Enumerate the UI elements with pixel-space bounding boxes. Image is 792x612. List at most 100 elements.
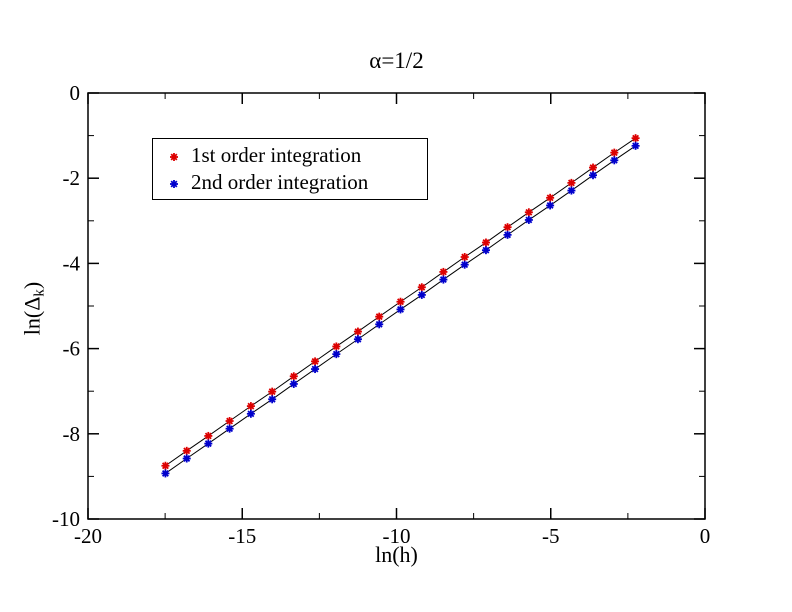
legend: 1st order integration 2nd order integrat… [152, 138, 428, 200]
asterisk-center [590, 173, 596, 178]
asterisk-center [171, 154, 177, 159]
asterisk-marker-icon [396, 305, 405, 314]
asterisk-marker-icon [439, 267, 448, 276]
asterisk-marker-icon [246, 409, 255, 418]
asterisk-center [612, 150, 617, 155]
asterisk-center [441, 269, 446, 275]
asterisk-center [355, 337, 361, 342]
asterisk-center [163, 471, 168, 476]
asterisk-marker-icon [353, 327, 362, 336]
asterisk-center [334, 344, 339, 349]
y-tick-label: 0 [70, 81, 81, 105]
asterisk-marker-icon [161, 175, 187, 191]
asterisk-center [569, 180, 574, 186]
asterisk-marker-icon [268, 387, 277, 396]
y-axis-label: ln(Δk) [20, 269, 49, 349]
asterisk-marker-icon [503, 230, 512, 239]
asterisk-marker-icon [610, 156, 619, 165]
asterisk-marker-icon [225, 424, 234, 433]
legend-item-first-order: 1st order integration [161, 145, 427, 166]
asterisk-marker-icon [481, 238, 490, 247]
asterisk-center [184, 456, 189, 461]
asterisk-marker-icon [332, 342, 341, 351]
asterisk-center [590, 165, 596, 170]
series-markers-2 [161, 141, 640, 478]
asterisk-marker-icon [161, 148, 187, 164]
y-tick-label: -8 [63, 422, 81, 446]
asterisk-marker-icon [460, 253, 469, 262]
asterisk-marker-icon [204, 431, 213, 440]
asterisk-marker-icon [524, 215, 533, 224]
asterisk-marker-icon [161, 461, 170, 470]
asterisk-center [441, 277, 446, 282]
legend-marker-svg [170, 152, 178, 161]
asterisk-center [291, 374, 296, 379]
asterisk-center [355, 329, 361, 334]
asterisk-center [398, 307, 403, 312]
asterisk-marker-icon [289, 372, 298, 381]
legend-item-second-order: 2nd order integration [161, 172, 427, 193]
x-tick-label: -10 [383, 524, 411, 548]
asterisk-marker-icon [170, 152, 178, 161]
asterisk-marker-icon [161, 469, 170, 478]
asterisk-marker-icon [524, 208, 533, 217]
asterisk-center [377, 314, 382, 319]
asterisk-center [633, 143, 638, 149]
y-tick-label: -10 [52, 507, 80, 531]
asterisk-center [526, 210, 532, 215]
asterisk-center [462, 262, 467, 267]
asterisk-center [462, 254, 467, 260]
legend-label: 1st order integration [191, 143, 362, 167]
asterisk-center [547, 195, 553, 200]
asterisk-marker-icon [268, 395, 277, 404]
asterisk-marker-icon [481, 246, 490, 255]
legend-label: 2nd order integration [191, 170, 369, 194]
asterisk-marker-icon [311, 357, 320, 366]
legend-marker-svg [170, 179, 178, 188]
asterisk-marker-icon [182, 454, 191, 463]
y-axis-label-main: ln(Δ [19, 296, 45, 336]
asterisk-marker-icon [396, 297, 405, 306]
asterisk-center [419, 285, 424, 290]
asterisk-marker-icon [417, 283, 426, 292]
asterisk-center [163, 463, 168, 468]
y-tick-label: -6 [63, 337, 81, 361]
y-axis-label-close: ) [19, 281, 45, 290]
asterisk-center [547, 203, 553, 208]
asterisk-center [269, 397, 275, 402]
asterisk-marker-icon [225, 417, 234, 426]
asterisk-center [569, 188, 574, 193]
asterisk-center [526, 217, 532, 223]
asterisk-center [184, 448, 189, 454]
asterisk-marker-icon [503, 223, 512, 232]
asterisk-center [248, 403, 254, 409]
asterisk-marker-icon [332, 350, 341, 359]
asterisk-marker-icon [546, 193, 555, 202]
asterisk-center [312, 366, 318, 372]
chart-title: α=1/2 [369, 48, 424, 73]
asterisk-marker-icon [460, 260, 469, 269]
asterisk-marker-icon [567, 178, 576, 187]
asterisk-marker-icon [311, 365, 320, 374]
y-tick-label: -2 [63, 166, 81, 190]
asterisk-marker-icon [631, 134, 640, 143]
x-tick-label: -15 [228, 524, 256, 548]
asterisk-center [227, 426, 232, 431]
asterisk-marker-icon [289, 379, 298, 388]
asterisk-center [269, 389, 275, 394]
asterisk-center [483, 247, 489, 253]
asterisk-marker-icon [610, 148, 619, 157]
asterisk-center [227, 418, 232, 424]
asterisk-center [377, 322, 382, 327]
asterisk-marker-icon [353, 335, 362, 344]
asterisk-marker-icon [546, 201, 555, 210]
asterisk-center [171, 181, 177, 186]
asterisk-center [334, 351, 339, 357]
asterisk-marker-icon [589, 163, 598, 172]
x-tick-label: -20 [74, 524, 102, 548]
asterisk-center [206, 433, 211, 439]
asterisk-marker-icon [182, 446, 191, 455]
asterisk-center [291, 381, 296, 387]
